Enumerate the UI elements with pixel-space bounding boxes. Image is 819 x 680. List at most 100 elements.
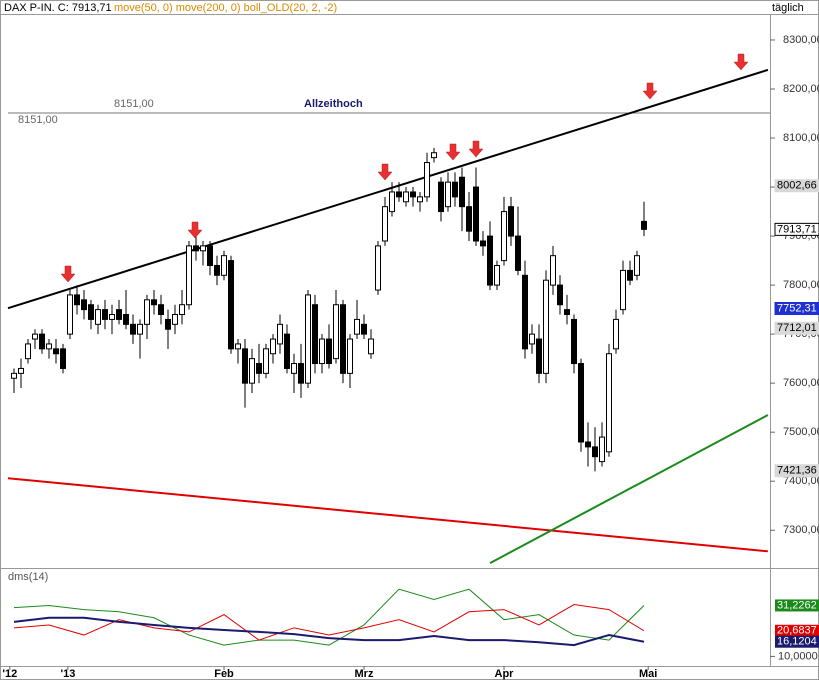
candle-body	[368, 338, 374, 355]
candle-body	[473, 186, 479, 242]
indicator-value-label: 20,6837	[777, 625, 817, 637]
candle-body	[634, 255, 640, 276]
candle-body	[501, 211, 507, 262]
trend-line	[7, 68, 769, 310]
arrow	[733, 53, 749, 71]
price-label-box	[774, 301, 819, 315]
trend-line	[7, 477, 768, 553]
candle-body	[403, 191, 409, 203]
candle-body	[172, 314, 178, 325]
candle-body	[536, 338, 542, 374]
candle-body	[235, 343, 241, 350]
candle-body	[417, 196, 423, 203]
candle-body	[298, 363, 304, 384]
arrow	[60, 265, 76, 283]
candle-body	[585, 441, 591, 448]
x-tick-label: Mrz	[355, 668, 374, 680]
price-label: 7421,36	[777, 465, 817, 477]
candle-body	[109, 314, 115, 320]
level-label: 8151,00	[18, 114, 58, 126]
candle-body	[578, 363, 584, 443]
indicator-value-box	[775, 624, 819, 637]
price-label: 7712,01	[777, 322, 817, 334]
candle-body	[382, 206, 388, 242]
candle-body	[200, 245, 206, 252]
candle-body	[599, 436, 605, 463]
arrows	[60, 53, 749, 283]
candle-body	[340, 304, 346, 374]
candle-body	[354, 318, 360, 335]
arrow	[187, 221, 203, 239]
x-tick-label: '12	[2, 668, 17, 680]
arrow	[468, 140, 484, 158]
indicator-tick-label: 10,0000	[778, 650, 818, 662]
candle-body	[613, 318, 619, 350]
candle-body	[74, 294, 80, 306]
candle-body	[522, 274, 528, 350]
candle-body	[361, 323, 367, 335]
candle-body	[375, 245, 381, 291]
candle-body	[305, 294, 311, 384]
candle-body	[165, 318, 171, 330]
candle-body	[291, 363, 297, 374]
candle-body	[95, 309, 101, 325]
candle-body	[410, 191, 416, 198]
candle-body	[193, 245, 199, 252]
candle-body	[158, 304, 164, 316]
candle-body	[627, 269, 633, 281]
candle-body	[214, 264, 220, 276]
level-name: Allzeithoch	[304, 98, 363, 110]
indicator-value-box	[775, 599, 819, 612]
candle-body	[529, 333, 535, 345]
candle-body	[606, 353, 612, 453]
y-tick-label: 7300,00	[783, 524, 819, 536]
y-tick-label: 8300,00	[783, 34, 819, 46]
y-tick-label: 7500,00	[783, 426, 819, 438]
candle-body	[620, 269, 626, 311]
candle-body	[53, 348, 59, 355]
candle-body	[39, 333, 45, 350]
candle-body	[284, 333, 290, 369]
x-tick-label: Apr	[495, 668, 515, 680]
x-tick-label: Feb	[214, 668, 234, 680]
candle-body	[277, 323, 283, 345]
price-label: 7752,31	[777, 302, 817, 314]
y-tick-label: 7800,00	[783, 279, 819, 291]
candle-body	[494, 264, 500, 286]
y-tick-label: 8200,00	[783, 83, 819, 95]
candle-body	[207, 245, 213, 266]
candle-body	[424, 162, 430, 198]
indicator-title: dms(14)	[8, 571, 48, 583]
x-tick-label: '13	[60, 668, 75, 680]
indicator-line	[13, 616, 645, 647]
candle-body	[144, 299, 150, 325]
candle-body	[592, 446, 598, 458]
candle-body	[480, 240, 486, 247]
y-tick-label: 7600,00	[783, 377, 819, 389]
candle-body	[543, 279, 549, 374]
candle-body	[557, 284, 563, 306]
candle-body	[116, 309, 122, 320]
candle-body	[186, 245, 192, 306]
candle-body	[445, 181, 451, 208]
candle-body	[228, 260, 234, 350]
subtitle: move(50, 0) move(200, 0) boll_OLD(20, 2,…	[114, 2, 337, 14]
candle-body	[431, 152, 437, 159]
candle-body	[256, 363, 262, 374]
candle-body	[102, 309, 108, 320]
candle-body	[88, 304, 94, 320]
price-label-box	[774, 321, 819, 335]
candle-body	[123, 314, 129, 325]
candle-body	[151, 299, 157, 306]
candle-body	[81, 299, 87, 311]
candle-body	[60, 348, 66, 369]
indicator-line	[13, 588, 645, 646]
candle-body	[25, 343, 31, 360]
candle-body	[438, 181, 444, 213]
candle-body	[641, 220, 647, 230]
candle-body	[67, 294, 73, 335]
period: täglich	[772, 2, 804, 14]
indicator-value-label: 16,1204	[777, 636, 817, 648]
